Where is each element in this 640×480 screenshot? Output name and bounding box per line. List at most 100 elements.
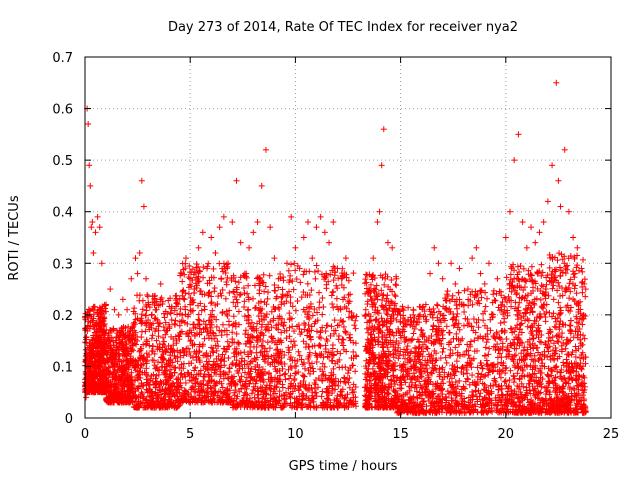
data-point	[131, 305, 138, 312]
data-point	[565, 208, 572, 215]
data-point	[345, 379, 352, 386]
data-point	[210, 265, 217, 272]
data-point	[464, 286, 471, 293]
data-point	[200, 274, 207, 281]
data-point	[142, 341, 149, 348]
data-point	[334, 303, 341, 310]
data-point	[222, 295, 229, 302]
data-point	[229, 219, 236, 226]
data-point	[219, 321, 226, 328]
data-point	[136, 249, 143, 256]
data-point	[570, 234, 577, 241]
data-point	[528, 263, 535, 270]
data-point	[297, 279, 304, 286]
data-point	[300, 338, 307, 345]
data-point	[138, 311, 145, 318]
data-point	[197, 288, 204, 295]
data-point	[502, 234, 509, 241]
data-point	[292, 244, 299, 251]
data-point	[245, 312, 252, 319]
data-point	[329, 300, 336, 307]
data-point	[376, 208, 383, 215]
data-point	[242, 331, 249, 338]
data-point	[237, 239, 244, 246]
data-point	[473, 244, 480, 251]
data-point	[329, 357, 336, 364]
data-point	[416, 339, 423, 346]
data-point	[351, 322, 358, 329]
data-point	[131, 319, 138, 326]
data-point	[288, 213, 295, 220]
data-point	[434, 301, 441, 308]
data-point	[312, 275, 319, 282]
data-point	[319, 311, 326, 318]
data-point	[582, 286, 589, 293]
data-point	[439, 275, 446, 282]
data-point	[540, 219, 547, 226]
data-point	[212, 249, 219, 256]
data-point	[178, 370, 185, 377]
data-point	[455, 289, 462, 296]
data-point	[229, 374, 236, 381]
data-point	[352, 368, 359, 375]
data-point	[143, 307, 150, 314]
data-point	[145, 317, 152, 324]
data-point	[477, 270, 484, 277]
data-point	[115, 311, 122, 318]
data-point	[561, 146, 568, 153]
data-point	[102, 305, 109, 312]
data-point	[304, 280, 311, 287]
data-point	[333, 295, 340, 302]
data-point	[485, 260, 492, 267]
data-point	[308, 287, 315, 294]
data-point	[452, 280, 459, 287]
data-point	[313, 262, 320, 269]
data-point	[235, 308, 242, 315]
data-point	[427, 270, 434, 277]
data-point	[119, 296, 126, 303]
data-point	[182, 255, 189, 262]
data-point	[435, 260, 442, 267]
data-point	[244, 307, 251, 314]
data-point	[292, 307, 299, 314]
data-point	[201, 303, 208, 310]
data-point	[331, 317, 338, 324]
data-point	[404, 343, 411, 350]
data-point	[392, 293, 399, 300]
data-point	[320, 304, 327, 311]
data-point	[311, 268, 318, 275]
data-point	[89, 219, 96, 226]
data-point	[478, 294, 485, 301]
data-point	[469, 255, 476, 262]
data-point	[316, 299, 323, 306]
data-point	[282, 376, 289, 383]
data-point	[443, 323, 450, 330]
data-point	[143, 275, 150, 282]
data-point	[128, 275, 135, 282]
data-point	[461, 287, 468, 294]
data-point	[336, 364, 343, 371]
data-point	[305, 219, 312, 226]
data-point	[198, 307, 205, 314]
data-point	[211, 288, 218, 295]
data-point	[544, 198, 551, 205]
data-point	[309, 255, 316, 262]
data-point	[410, 306, 417, 313]
data-point	[329, 342, 336, 349]
data-point	[182, 379, 189, 386]
data-point	[94, 213, 101, 220]
data-point	[364, 301, 371, 308]
data-point	[464, 375, 471, 382]
data-point	[523, 244, 530, 251]
data-point	[161, 314, 168, 321]
data-point	[276, 338, 283, 345]
data-point	[353, 313, 360, 320]
data-point	[456, 377, 463, 384]
data-point	[158, 294, 165, 301]
data-point	[494, 275, 501, 282]
data-point	[300, 271, 307, 278]
data-point	[362, 311, 369, 318]
data-point	[384, 292, 391, 299]
data-point	[482, 344, 489, 351]
data-point	[467, 338, 474, 345]
